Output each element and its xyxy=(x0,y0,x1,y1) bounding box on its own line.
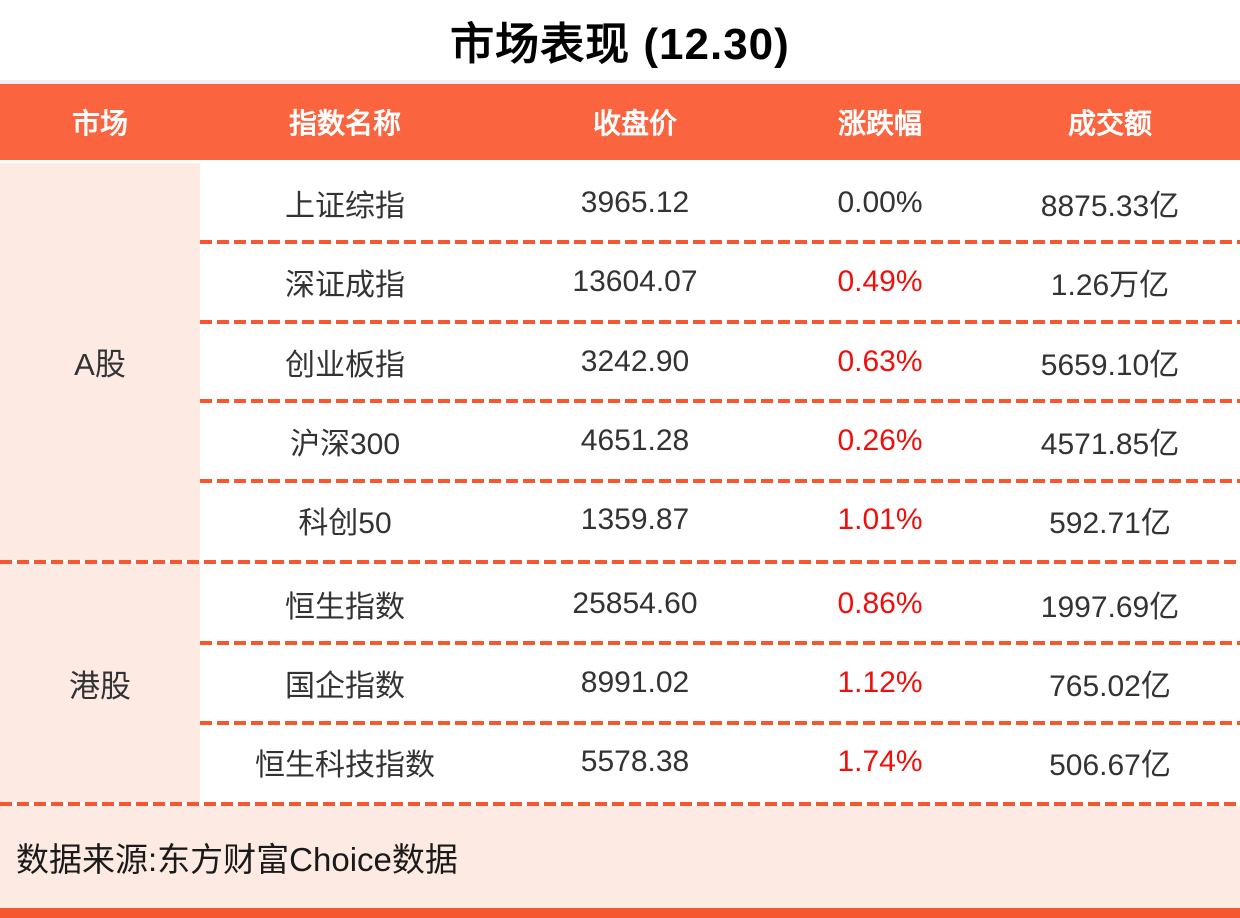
turnover-cell: 592.71亿 xyxy=(1049,507,1171,541)
close-price-cell: 4651.28 xyxy=(580,423,690,457)
turnover-cell: 765.02亿 xyxy=(1049,669,1171,703)
index-name-cell: 上证综指 xyxy=(285,189,405,223)
header-close-price: 收盘价 xyxy=(592,108,677,139)
page-title: 市场表现 (12.30) xyxy=(450,20,790,69)
group-hk-shares: 港股 恒生指数 25854.60 0.86% 1997.69亿 国企指数 899… xyxy=(0,564,1240,802)
index-name-cell: 恒生指数 xyxy=(285,590,405,624)
change-pct-cell: 0.00% xyxy=(837,185,923,219)
data-source-footer: 数据来源:东方财富Choice数据 xyxy=(0,806,1240,908)
group-a-rows: 上证综指 3965.12 0.00% 8875.33亿 深证成指 13604.0… xyxy=(200,163,1240,560)
change-pct-cell: 1.12% xyxy=(837,665,923,699)
header-gap xyxy=(0,160,1240,163)
close-price-cell: 1359.87 xyxy=(580,503,690,537)
turnover-cell: 5659.10亿 xyxy=(1040,348,1180,382)
market-label-a-shares: A股 xyxy=(0,163,200,560)
close-price-cell: 5578.38 xyxy=(580,745,690,779)
group-hk-rows: 恒生指数 25854.60 0.86% 1997.69亿 国企指数 8991.0… xyxy=(200,564,1240,802)
close-price-cell: 8991.02 xyxy=(580,665,690,699)
index-name-cell: 深证成指 xyxy=(285,269,405,303)
table-row: 恒生指数 25854.60 0.86% 1997.69亿 xyxy=(200,564,1240,646)
turnover-cell: 8875.33亿 xyxy=(1040,189,1180,223)
header-change-pct: 涨跌幅 xyxy=(837,108,922,139)
turnover-cell: 1.26万亿 xyxy=(1050,269,1170,303)
index-name-cell: 恒生科技指数 xyxy=(255,749,435,783)
turnover-cell: 506.67亿 xyxy=(1049,749,1171,783)
close-price-cell: 13604.07 xyxy=(572,265,698,299)
header-market: 市场 xyxy=(71,108,128,139)
index-name-cell: 科创50 xyxy=(298,507,392,541)
table-row: 科创50 1359.87 1.01% 592.71亿 xyxy=(200,481,1240,560)
turnover-cell: 4571.85亿 xyxy=(1040,427,1180,461)
change-pct-cell: 0.26% xyxy=(837,423,923,457)
table-row: 国企指数 8991.02 1.12% 765.02亿 xyxy=(200,643,1240,725)
table-header-row: 市场 指数名称 收盘价 涨跌幅 成交额 xyxy=(0,84,1240,160)
index-name-cell: 国企指数 xyxy=(285,669,405,703)
change-pct-cell: 0.63% xyxy=(837,344,923,378)
header-turnover: 成交额 xyxy=(1067,108,1152,139)
group-a-shares: A股 上证综指 3965.12 0.00% 8875.33亿 深证成指 1360… xyxy=(0,163,1240,560)
title-divider xyxy=(0,80,1240,84)
data-source-text: 数据来源:东方财富Choice数据 xyxy=(16,841,458,878)
change-pct-cell: 0.49% xyxy=(837,265,923,299)
table-row: 上证综指 3965.12 0.00% 8875.33亿 xyxy=(200,163,1240,245)
table-row: 恒生科技指数 5578.38 1.74% 506.67亿 xyxy=(200,723,1240,802)
market-label-hk-shares: 港股 xyxy=(0,564,200,802)
change-pct-cell: 1.01% xyxy=(837,503,923,537)
close-price-cell: 3965.12 xyxy=(580,185,690,219)
turnover-cell: 1997.69亿 xyxy=(1040,590,1180,624)
bottom-accent-bar xyxy=(0,908,1240,918)
table-row: 深证成指 13604.07 0.49% 1.26万亿 xyxy=(200,242,1240,325)
footer-divider xyxy=(0,802,1240,806)
header-index-name: 指数名称 xyxy=(288,108,401,139)
index-name-cell: 沪深300 xyxy=(289,427,401,461)
change-pct-cell: 0.86% xyxy=(837,586,923,620)
close-price-cell: 25854.60 xyxy=(572,586,698,620)
close-price-cell: 3242.90 xyxy=(580,344,690,378)
table-row: 创业板指 3242.90 0.63% 5659.10亿 xyxy=(200,322,1240,404)
table-row: 沪深300 4651.28 0.26% 4571.85亿 xyxy=(200,401,1240,484)
index-name-cell: 创业板指 xyxy=(285,348,405,382)
group-divider xyxy=(0,560,1240,564)
change-pct-cell: 1.74% xyxy=(837,745,923,779)
